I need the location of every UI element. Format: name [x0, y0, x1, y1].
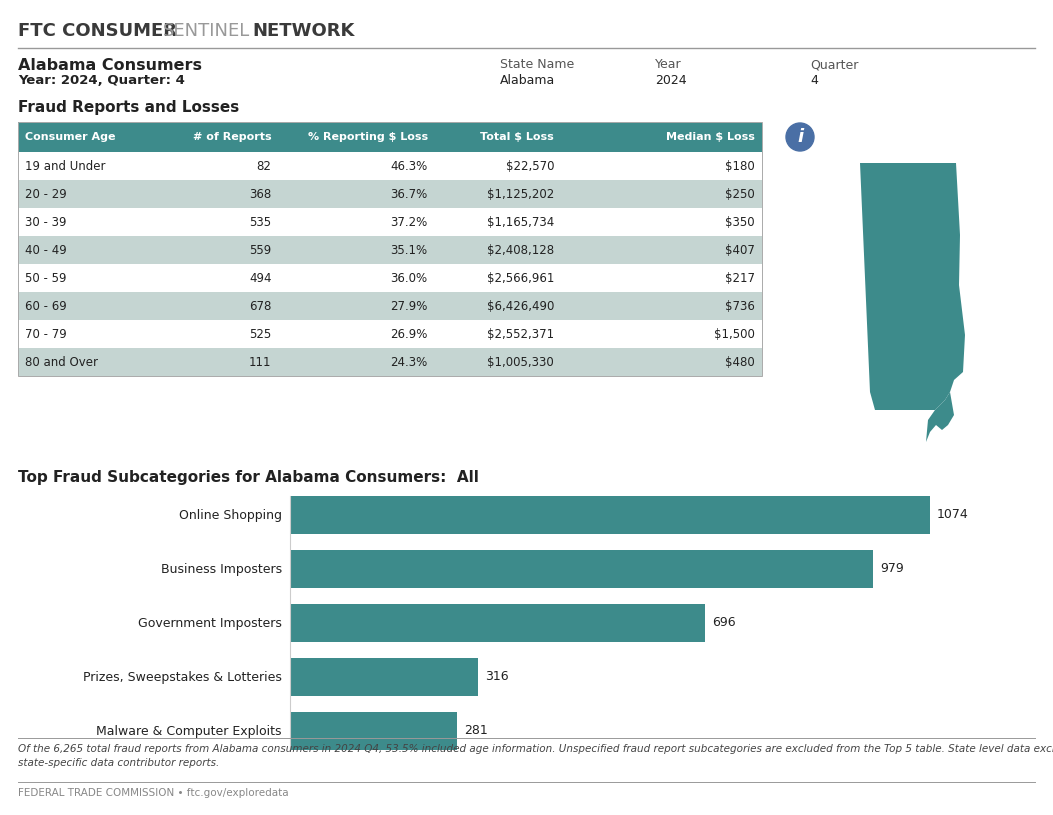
Text: 40 - 49: 40 - 49	[25, 244, 66, 257]
Bar	[290, 496, 930, 534]
Bar	[18, 152, 762, 180]
Text: 36.0%: 36.0%	[391, 271, 428, 284]
Text: 60 - 69: 60 - 69	[25, 299, 66, 312]
Text: Total $ Loss: Total $ Loss	[480, 132, 554, 142]
Text: 535: 535	[250, 215, 272, 228]
Text: Government Imposters: Government Imposters	[138, 616, 282, 629]
Text: Median $ Loss: Median $ Loss	[667, 132, 755, 142]
Text: Quarter: Quarter	[810, 58, 858, 71]
Text: Business Imposters: Business Imposters	[161, 562, 282, 575]
Text: Year: Year	[655, 58, 681, 71]
Text: $350: $350	[726, 215, 755, 228]
Bar	[18, 180, 762, 208]
Text: 559: 559	[250, 244, 272, 257]
Text: $736: $736	[726, 299, 755, 312]
Text: $480: $480	[726, 355, 755, 368]
Text: 678: 678	[249, 299, 272, 312]
Text: 35.1%: 35.1%	[391, 244, 428, 257]
Text: Fraud Reports and Losses: Fraud Reports and Losses	[18, 100, 239, 115]
Circle shape	[786, 123, 814, 151]
Text: % Reporting $ Loss: % Reporting $ Loss	[307, 132, 428, 142]
Text: State Name: State Name	[500, 58, 574, 71]
Text: $2,552,371: $2,552,371	[486, 328, 554, 341]
Bar	[18, 208, 762, 236]
Text: Online Shopping: Online Shopping	[179, 509, 282, 522]
Text: 368: 368	[250, 187, 272, 200]
Text: 316: 316	[485, 671, 509, 684]
Text: $250: $250	[726, 187, 755, 200]
Bar	[18, 122, 762, 152]
Text: 1074: 1074	[937, 509, 969, 522]
Text: FTC CONSUMER: FTC CONSUMER	[18, 22, 177, 40]
Text: 111: 111	[249, 355, 272, 368]
Text: $1,500: $1,500	[714, 328, 755, 341]
Bar	[18, 292, 762, 320]
Text: 46.3%: 46.3%	[391, 160, 428, 173]
Text: 80 and Over: 80 and Over	[25, 355, 98, 368]
Text: 979: 979	[880, 562, 905, 575]
Text: 30 - 39: 30 - 39	[25, 215, 66, 228]
Bar	[18, 264, 762, 292]
Text: 37.2%: 37.2%	[391, 215, 428, 228]
Bar	[18, 122, 762, 376]
Text: $22,570: $22,570	[505, 160, 554, 173]
Text: Consumer Age: Consumer Age	[25, 132, 116, 142]
Text: Prizes, Sweepstakes & Lotteries: Prizes, Sweepstakes & Lotteries	[83, 671, 282, 684]
Text: 281: 281	[464, 725, 489, 738]
Text: 494: 494	[249, 271, 272, 284]
Text: 4: 4	[810, 74, 818, 87]
Bar	[290, 658, 478, 696]
Text: $217: $217	[726, 271, 755, 284]
Text: 2024: 2024	[655, 74, 687, 87]
Bar	[18, 348, 762, 376]
Text: Of the 6,265 total fraud reports from Alabama consumers in 2024 Q4, 53.5% includ: Of the 6,265 total fraud reports from Al…	[18, 744, 1053, 754]
Text: $407: $407	[726, 244, 755, 257]
Text: $180: $180	[726, 160, 755, 173]
Text: $1,165,734: $1,165,734	[486, 215, 554, 228]
Text: 36.7%: 36.7%	[391, 187, 428, 200]
Polygon shape	[860, 163, 965, 410]
Text: $6,426,490: $6,426,490	[486, 299, 554, 312]
Text: 26.9%: 26.9%	[391, 328, 428, 341]
Text: Alabama Consumers: Alabama Consumers	[18, 58, 202, 73]
Text: $2,408,128: $2,408,128	[486, 244, 554, 257]
Bar	[290, 712, 457, 750]
Bar	[18, 320, 762, 348]
Text: FEDERAL TRADE COMMISSION • ftc.gov/exploredata: FEDERAL TRADE COMMISSION • ftc.gov/explo…	[18, 788, 289, 798]
Text: 525: 525	[250, 328, 272, 341]
Bar	[290, 550, 873, 588]
Text: SENTINEL: SENTINEL	[163, 22, 251, 40]
Polygon shape	[926, 392, 954, 442]
Bar	[290, 604, 704, 642]
Text: Top Fraud Subcategories for Alabama Consumers:  All: Top Fraud Subcategories for Alabama Cons…	[18, 470, 479, 485]
Text: Alabama: Alabama	[500, 74, 555, 87]
Bar	[18, 236, 762, 264]
Text: 70 - 79: 70 - 79	[25, 328, 66, 341]
Text: # of Reports: # of Reports	[193, 132, 272, 142]
Text: 50 - 59: 50 - 59	[25, 271, 66, 284]
Text: $1,125,202: $1,125,202	[486, 187, 554, 200]
Text: 82: 82	[257, 160, 272, 173]
Text: 19 and Under: 19 and Under	[25, 160, 105, 173]
Text: Malware & Computer Exploits: Malware & Computer Exploits	[97, 725, 282, 738]
Text: $1,005,330: $1,005,330	[488, 355, 554, 368]
Text: state-specific data contributor reports.: state-specific data contributor reports.	[18, 758, 219, 768]
Text: $2,566,961: $2,566,961	[486, 271, 554, 284]
Text: 20 - 29: 20 - 29	[25, 187, 66, 200]
Text: Year: 2024, Quarter: 4: Year: 2024, Quarter: 4	[18, 74, 185, 87]
Text: 696: 696	[712, 616, 735, 629]
Text: i: i	[797, 128, 803, 146]
Text: 27.9%: 27.9%	[391, 299, 428, 312]
Text: 24.3%: 24.3%	[391, 355, 428, 368]
Text: NETWORK: NETWORK	[252, 22, 355, 40]
